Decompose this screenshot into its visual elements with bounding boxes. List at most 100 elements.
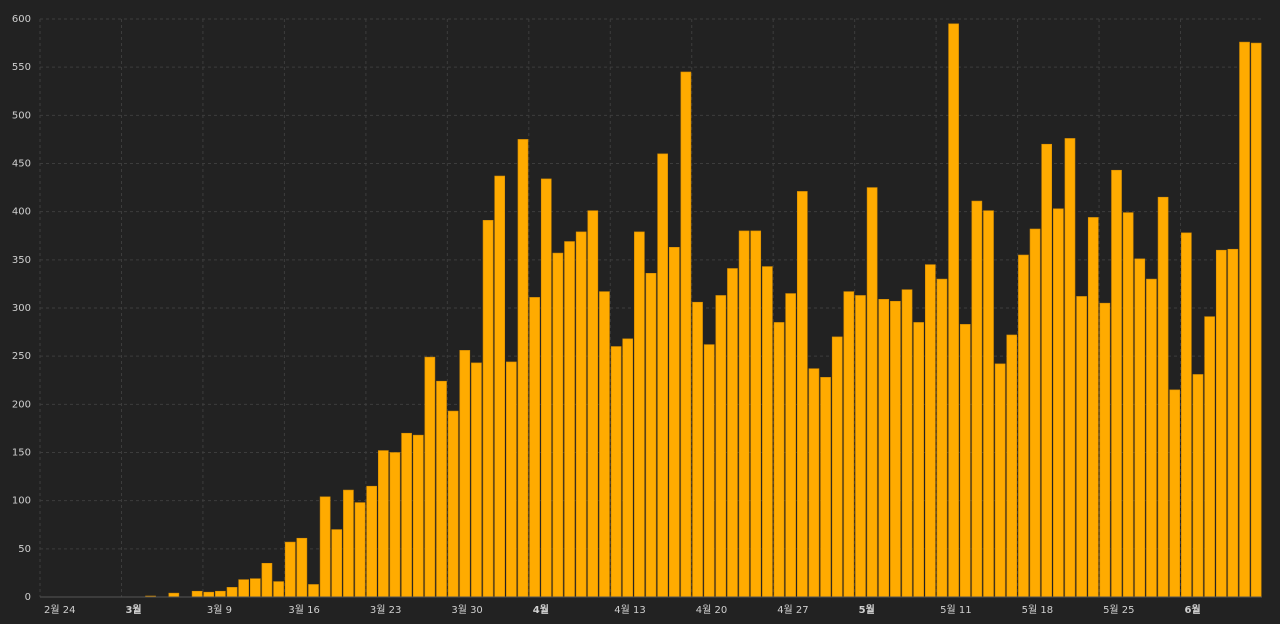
bar: [552, 252, 564, 598]
bar: [1064, 138, 1076, 598]
bar: [1227, 248, 1239, 598]
bar: [1157, 196, 1169, 598]
bar: [331, 529, 343, 598]
y-tick-label: 100: [12, 496, 31, 507]
x-tick-label: 3월: [125, 604, 141, 616]
bar: [610, 346, 622, 598]
bar: [284, 541, 296, 598]
bar: [1053, 208, 1064, 598]
bar: [1076, 296, 1087, 598]
bar: [250, 578, 261, 598]
bar: [226, 587, 238, 598]
bar: [308, 584, 319, 598]
bar: [634, 231, 645, 598]
bar: [191, 590, 203, 598]
bar: [668, 247, 680, 598]
bar: [401, 432, 412, 598]
bar: [1215, 249, 1227, 598]
bar: [261, 562, 273, 598]
bar: [517, 139, 529, 598]
bar: [1169, 389, 1181, 598]
bar: [215, 590, 226, 598]
bar: [715, 295, 727, 598]
bar: [890, 300, 901, 598]
bar: [343, 489, 354, 598]
y-tick-label: 200: [12, 399, 31, 410]
bar: [645, 273, 657, 598]
bar: [296, 537, 308, 598]
bar: [657, 153, 668, 598]
bar: [1122, 212, 1134, 598]
bar: [1111, 169, 1122, 598]
y-tick-label: 0: [25, 592, 31, 603]
bar: [319, 496, 331, 598]
bar: [971, 200, 983, 598]
bar: [529, 297, 540, 598]
bar: [412, 434, 424, 598]
bar: [855, 295, 866, 598]
bar: [238, 579, 249, 598]
bar: [901, 289, 913, 598]
bar: [843, 291, 855, 598]
bar: [564, 241, 575, 598]
bar: [366, 485, 377, 598]
bar: [994, 363, 1006, 598]
bar: [168, 592, 180, 598]
bar: [1181, 232, 1192, 598]
x-tick-label: 3월 9: [207, 604, 232, 616]
bar: [1204, 316, 1215, 598]
bar: [796, 191, 808, 598]
bar: [1134, 258, 1146, 598]
bar: [587, 210, 599, 598]
y-tick-label: 300: [12, 303, 31, 314]
bar: [471, 362, 482, 598]
bar: [727, 268, 738, 598]
bar: [773, 322, 785, 598]
y-tick-label: 350: [12, 255, 31, 266]
x-tick-label: 4월 13: [614, 604, 645, 616]
x-tick-label: 5월 11: [940, 604, 971, 616]
bar: [622, 338, 634, 598]
bar: [983, 210, 994, 598]
y-tick-label: 250: [12, 351, 31, 362]
y-tick-label: 500: [12, 110, 31, 121]
bar: [925, 264, 936, 598]
x-tick-label: 3월 30: [451, 604, 482, 616]
bar: [878, 299, 890, 598]
y-tick-label: 600: [12, 14, 31, 25]
bar: [540, 178, 552, 598]
bar: [866, 187, 878, 598]
bar: [575, 231, 587, 598]
bar: [913, 322, 924, 598]
bar: [424, 356, 436, 598]
bar: [703, 344, 715, 598]
x-tick-label: 6월: [1185, 604, 1201, 616]
bar: [378, 450, 389, 598]
bar: [948, 23, 959, 598]
bar: [1041, 143, 1052, 598]
y-tick-label: 450: [12, 159, 31, 170]
bar: [389, 452, 401, 598]
y-tick-label: 150: [12, 448, 31, 459]
bar: [1099, 302, 1111, 598]
y-tick-label: 550: [12, 62, 31, 73]
bar: [447, 410, 459, 598]
bar: [680, 71, 692, 598]
y-tick-label: 50: [18, 544, 31, 555]
x-tick-label: 5월 25: [1103, 604, 1134, 616]
bar: [354, 502, 366, 598]
bar: [506, 361, 517, 598]
bar: [482, 220, 494, 598]
bar: [599, 291, 610, 598]
bar: [1029, 228, 1041, 598]
bar: [820, 377, 831, 598]
x-tick-label: 4월: [533, 604, 549, 616]
bar: [738, 230, 750, 598]
x-tick-label: 4월 20: [696, 604, 727, 616]
bar: [831, 336, 843, 598]
bar: [1192, 374, 1204, 598]
x-tick-label: 4월 27: [777, 604, 808, 616]
bar: [1250, 42, 1262, 598]
bar: [494, 175, 506, 598]
